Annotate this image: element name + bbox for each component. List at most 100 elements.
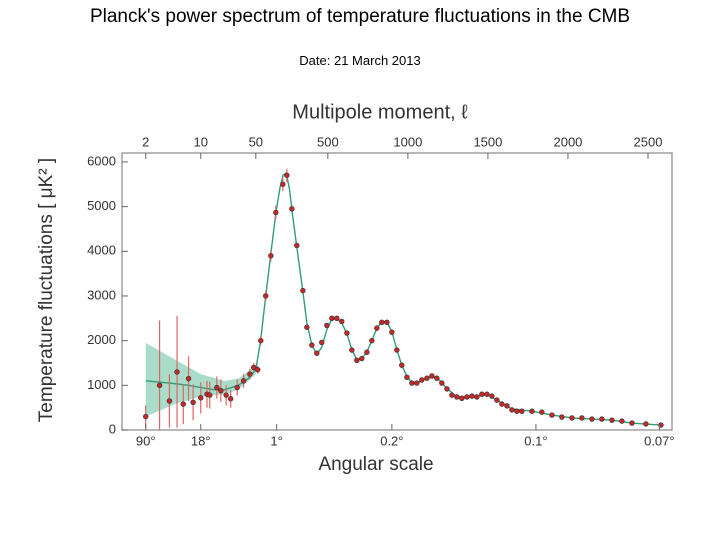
data-point: [429, 373, 435, 379]
data-point: [384, 319, 390, 326]
data-point: [414, 380, 420, 386]
data-point: [354, 357, 360, 364]
data-point: [439, 380, 445, 386]
data-point: [339, 318, 345, 325]
data-point: [394, 347, 400, 353]
data-point: [324, 322, 330, 329]
data-point: [499, 401, 505, 407]
y-tick-label: 5000: [87, 198, 116, 213]
data-point: [449, 392, 455, 398]
data-point: [319, 339, 325, 346]
data-point: [484, 391, 490, 397]
plot-frame: [121, 152, 673, 431]
data-point: [379, 319, 385, 326]
data-point: [240, 378, 247, 384]
x2-tick-label: 90°: [136, 433, 156, 448]
data-point: [174, 369, 180, 375]
data-point: [359, 355, 365, 362]
data-point: [454, 394, 460, 400]
x-tick-label: 1500: [473, 134, 502, 149]
data-point: [389, 329, 395, 335]
data-point: [143, 413, 149, 420]
x2-tick-label: 0.2°: [380, 433, 403, 448]
data-point: [289, 206, 295, 212]
data-point: [399, 362, 405, 368]
x-tick-label: 50: [249, 134, 263, 149]
variance-band: [145, 342, 256, 417]
data-point: [434, 375, 440, 381]
x-tick-label: 10: [194, 134, 208, 149]
x2-tick-label: 18°: [191, 433, 211, 448]
data-point: [214, 384, 220, 391]
data-point: [464, 394, 470, 400]
data-point: [207, 392, 213, 398]
slide-subtitle: Date: 21 March 2013: [299, 53, 421, 68]
data-point: [539, 409, 545, 415]
data-point: [494, 397, 500, 403]
data-point: [255, 366, 261, 373]
data-point: [479, 391, 485, 397]
data-point: [529, 408, 535, 414]
data-point: [247, 371, 253, 377]
data-point: [569, 415, 575, 421]
data-point: [344, 330, 350, 336]
x-tick-label: 2000: [553, 134, 582, 149]
data-point: [404, 374, 410, 380]
data-point: [166, 398, 173, 404]
data-point: [156, 382, 163, 389]
y-tick-label: 3000: [87, 287, 116, 302]
data-point: [469, 393, 475, 399]
data-point: [599, 416, 605, 422]
data-point: [294, 242, 300, 249]
y-tick-label: 0: [109, 421, 116, 436]
data-point: [190, 399, 196, 405]
x-axis-title: Multipole moment, ℓ: [292, 101, 468, 123]
y-tick-label: 2000: [87, 332, 116, 347]
data-point: [258, 337, 264, 344]
data-point: [374, 325, 380, 331]
data-point: [364, 349, 370, 355]
data-point: [329, 315, 335, 322]
data-point: [228, 396, 234, 402]
data-point: [300, 287, 306, 294]
data-point: [609, 417, 615, 423]
data-point: [250, 364, 257, 371]
data-point: [273, 209, 279, 216]
data-point: [409, 380, 415, 386]
data-point: [514, 408, 520, 414]
data-point: [284, 172, 290, 179]
x-tick-label: 1000: [393, 134, 422, 149]
data-point: [549, 412, 555, 418]
x2-tick-label: 0.07°: [644, 433, 675, 448]
data-point: [349, 347, 355, 353]
data-point: [489, 393, 495, 399]
data-point: [280, 181, 286, 187]
data-point: [234, 384, 240, 391]
x2-tick-label: 0.1°: [524, 433, 547, 448]
data-point: [304, 324, 310, 330]
data-point: [559, 414, 565, 420]
data-point: [424, 375, 430, 381]
data-point: [198, 395, 204, 401]
x-tick-label: 500: [317, 134, 339, 149]
y-tick-label: 4000: [87, 243, 116, 258]
data-point: [619, 418, 625, 424]
data-point: [419, 377, 425, 383]
plot-area: [143, 168, 664, 430]
data-point: [180, 401, 186, 407]
data-point: [509, 407, 515, 413]
data-point: [218, 387, 224, 394]
y-axis-title: Temperature fluctuations [ μK² ]: [36, 158, 57, 422]
x-tick-label: 2: [142, 134, 149, 149]
data-point: [369, 337, 375, 344]
data-point: [589, 416, 595, 422]
y-tick-label: 6000: [87, 153, 116, 168]
x2-axis-title: Angular scale: [318, 454, 433, 475]
x-tick-label: 2500: [634, 134, 663, 149]
data-point: [444, 386, 450, 392]
data-point: [459, 395, 465, 401]
data-point: [223, 392, 229, 398]
y-tick-label: 1000: [87, 377, 116, 392]
data-point: [263, 293, 269, 299]
